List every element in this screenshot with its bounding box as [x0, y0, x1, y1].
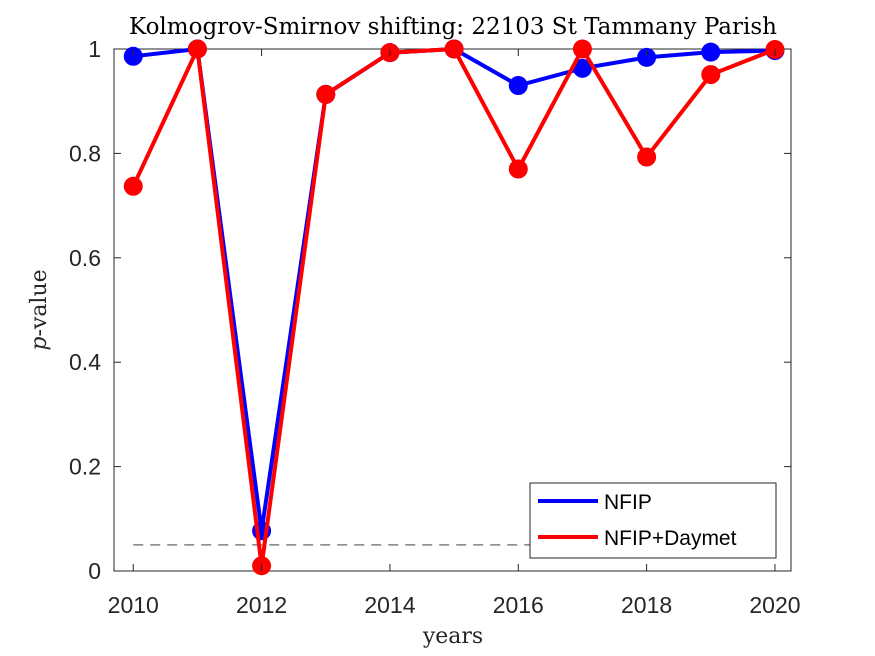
- series-nfip-daymet: [123, 39, 785, 576]
- x-tick-label: 2018: [621, 592, 672, 618]
- y-axis-label-italic: p: [27, 337, 52, 351]
- y-tick-label: 0.4: [69, 349, 101, 375]
- data-point-nfip-daymet-2017: [572, 39, 592, 59]
- series-line-nfip: [133, 46, 776, 532]
- legend-label-nfip-daymet: NFIP+Daymet: [604, 527, 737, 550]
- x-tick-label: 2014: [364, 592, 415, 618]
- legend: NFIP NFIP+Daymet: [529, 482, 777, 559]
- y-tick-label: 1: [88, 36, 101, 62]
- y-tick-label: 0: [88, 558, 101, 584]
- data-point-nfip-daymet-2010: [123, 176, 143, 196]
- x-tick-label: 2012: [236, 592, 287, 618]
- x-tick-label: 2010: [108, 592, 159, 618]
- data-point-nfip-2017: [572, 58, 592, 78]
- y-tick-label: 0.8: [69, 140, 101, 166]
- data-point-nfip-daymet-2011: [187, 39, 207, 59]
- y-tick-label: 0.2: [69, 454, 101, 480]
- data-point-nfip-daymet-2013: [316, 84, 336, 104]
- data-point-nfip-daymet-2018: [637, 147, 657, 167]
- data-point-nfip-2018: [637, 47, 657, 67]
- y-axis-label-rest: -value: [27, 269, 52, 336]
- x-axis-label: years: [422, 624, 483, 649]
- y-tick-label: 0.6: [69, 245, 101, 271]
- legend-box: [529, 482, 777, 559]
- legend-label-nfip: NFIP: [604, 491, 652, 514]
- y-axis: 0 0.2 0.4 0.6 0.8 1: [69, 36, 791, 584]
- x-tick-label: 2016: [493, 592, 544, 618]
- data-point-nfip-2016: [508, 76, 528, 96]
- chart-title: Kolmogrov-Smirnov shifting: 22103 St Tam…: [129, 14, 777, 40]
- series-nfip: [123, 39, 785, 541]
- data-point-nfip-daymet-2015: [444, 39, 464, 59]
- series-layer: [123, 39, 785, 576]
- x-axis: 2010 2012 2014 2016 2018 2020: [108, 49, 801, 618]
- y-axis-label: p-value: [27, 269, 52, 350]
- data-point-nfip-daymet-2016: [508, 159, 528, 179]
- data-point-nfip-2010: [123, 46, 143, 66]
- data-point-nfip-2019: [701, 42, 721, 62]
- x-tick-label: 2020: [749, 592, 800, 618]
- data-point-nfip-daymet-2019: [701, 65, 721, 85]
